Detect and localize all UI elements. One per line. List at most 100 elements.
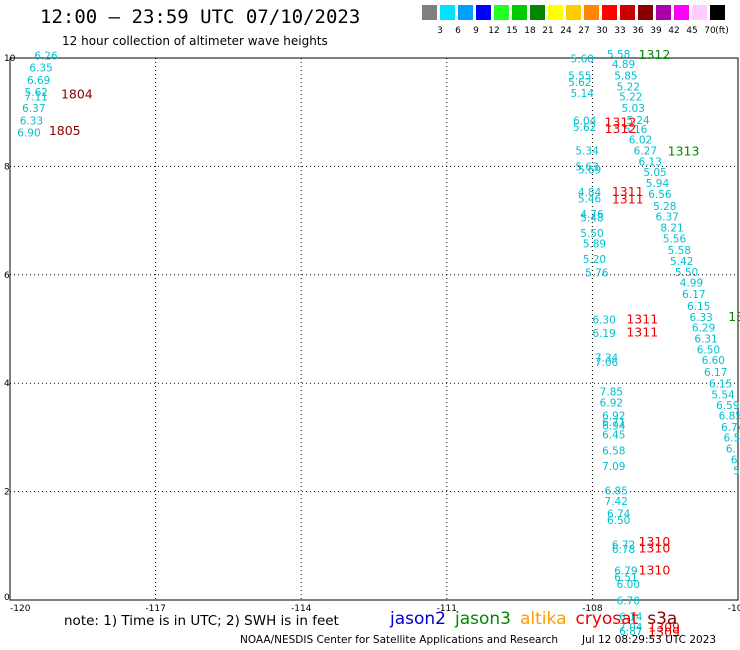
wave-height-label: 5.55 [568,71,591,83]
colorbar-swatch [656,5,671,20]
lat-tick-label: 6 [4,271,10,281]
wave-height-label: 6.33 [20,116,43,128]
wave-height-label: 6.37 [22,103,45,115]
wave-height-label: 6.27 [634,145,657,157]
wave-height-label: 5 [733,465,740,477]
wave-height-label: 6.70 [617,595,640,607]
footer-note: note: 1) Time is in UTC; 2) SWH is in fe… [64,613,339,629]
wave-height-label: 6.85 [719,411,740,423]
colorbar-label: 21 [542,26,554,36]
colorbar-label: 33 [614,26,626,36]
wave-height-label: 6.71 [602,417,625,429]
wave-height-label: 5.69 [578,164,601,176]
wave-height-label: 6.90 [17,128,40,140]
wave-height-label: 6.94 [602,420,626,432]
wave-height-label: 5.46 [578,194,602,206]
footer-credit: NOAA/NESDIS Center for Satellite Applica… [240,634,558,646]
wave-height-label: 5.58 [668,245,691,257]
wave-height-label: 6.04 [573,116,597,128]
colorbar-label: 12 [488,26,500,36]
wave-height-label: 5.48 [580,213,603,225]
wave-height-label: 5.42 [670,256,693,268]
legend-item-s3a: s3a [647,609,678,629]
wave-height-label: 6. [726,444,736,456]
wave-height-label: 5.22 [619,91,642,103]
wave-height-label: 6.17 [682,289,705,301]
colorbar-swatch [422,5,437,20]
colorbar-swatch [710,5,725,20]
wave-height-label: 6.50 [607,515,630,527]
lat-tick-label: 0 [4,593,10,603]
wave-height-label: 7.06 [595,357,619,369]
wave-height-label: 5.94 [646,178,670,190]
wave-height-label: 5.05 [643,167,666,179]
colorbar-swatch [494,5,509,20]
wave-height-label: 6.31 [694,334,717,346]
colorbar-label: 39 [650,26,662,36]
wave-height-label: 6.74 [721,422,740,434]
colorbar-label: 70 [704,26,716,36]
legend-item-jason3: jason3 [455,609,511,629]
colorbar-label: 36 [632,26,644,36]
wave-height-label: 6.60 [702,355,725,367]
wave-height-label: 6.35 [29,63,52,75]
pass-number-label: 1311 [626,325,658,340]
lon-tick-label: -120 [10,604,31,614]
wave-height-label: 5.03 [622,103,645,115]
wave-height-label: 4.76 [580,209,604,221]
wave-height-label: 6.15 [687,301,710,313]
colorbar-swatch [584,5,599,20]
wave-height-label: 7.04 [619,622,643,634]
colorbar-swatch [440,5,455,20]
colorbar-label: 42 [668,26,680,36]
wave-height-label: 6.26 [34,51,58,63]
wave-height-label: 6.29 [692,323,715,335]
wave-height-label: 7.09 [602,461,625,473]
wave-height-label: 6.51 [614,572,637,584]
wave-height-label: 6.69 [27,75,50,87]
wave-height-label: 6.72 [612,540,635,552]
colorbar-swatch [458,5,473,20]
pass-number-label: 1311 [612,184,644,199]
colorbar-label: 27 [578,26,590,36]
wave-height-label: 5.56 [663,233,687,245]
wave-height-label: 5.20 [583,254,606,266]
wave-height-label: 6.59 [716,400,739,412]
colorbar-swatch [512,5,527,20]
wave-height-label: 6.92 [602,411,625,423]
colorbar-swatch [530,5,545,20]
pass-number-label: 1309 [648,619,680,634]
wave-height-label: 5.24 [626,115,650,127]
colorbar-swatch [674,5,689,20]
pass-number-label: 1310 [639,563,671,578]
wave-height-label: 5.62 [568,77,591,89]
wave-height-label: 6.74 [607,509,631,521]
wave-height-label: 5.85 [614,71,637,83]
pass-number-label: 1312 [605,121,637,136]
wave-height-label: 6.45 [602,429,625,441]
wave-height-label: 5.89 [583,239,606,251]
colorbar-label: 15 [506,26,518,36]
wave-height-label: 5.54 [711,389,735,401]
pass-number-label: 1804 [61,87,93,102]
wave-height-label: 5.62 [25,87,48,99]
colorbar-swatch [602,5,617,20]
lon-tick-label: -114 [291,604,312,614]
wave-height-label: 7.42 [605,496,628,508]
lat-tick-label: 2 [4,488,10,498]
wave-height-label: 6.00 [617,579,640,591]
wave-height-label: 7.85 [600,387,623,399]
wave-height-label: 6.78 [612,544,635,556]
wave-height-label: 6.02 [629,135,652,147]
lon-tick-label: -117 [145,604,165,614]
legend-item-cryosat: cryosat [575,609,639,629]
pass-number-label: 13 [728,309,740,324]
wave-height-label: 5.34 [575,145,599,157]
wave-height-label: 6.79 [614,566,637,578]
wave-height-label: 6.15 [709,379,732,391]
wave-height-label: 6.58 [602,446,625,458]
pass-number-label: 1805 [49,123,81,138]
pass-number-label: 1312 [605,114,637,129]
lat-tick-label: 8 [4,162,10,172]
colorbar-label: 3 [437,26,443,36]
